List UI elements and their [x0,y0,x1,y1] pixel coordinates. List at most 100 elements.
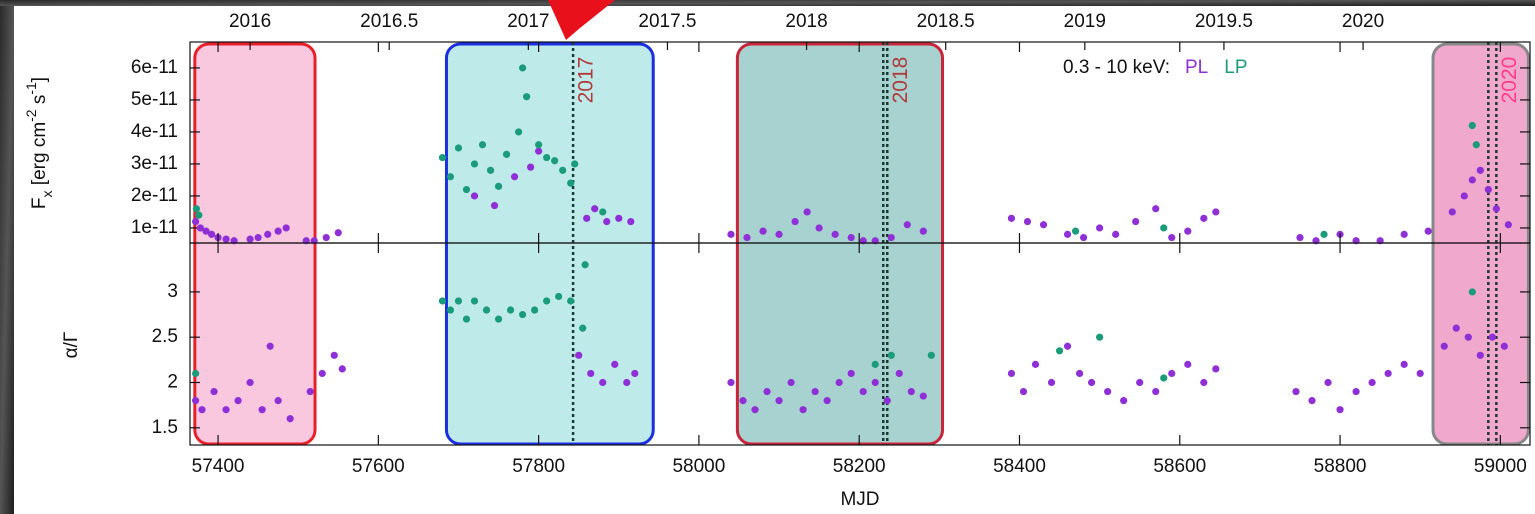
data-point [322,233,330,242]
data-point [334,229,342,237]
data-point [1440,342,1448,350]
data-point [514,128,523,136]
data-point [286,415,294,423]
background-edge [0,0,1535,6]
data-point [210,387,218,396]
x2-tick-label: 2016.5 [360,11,418,32]
data-point [1160,374,1168,382]
data-point [482,306,491,314]
data-point [518,310,527,319]
data-point [446,173,455,181]
data-point [234,397,242,405]
data-point [1460,192,1468,200]
data-point [1200,378,1208,387]
marker-label: 2020 [1498,57,1521,104]
highlight-region [193,42,317,446]
legend-title: 0.3 - 10 keV: [1063,57,1170,78]
data-point [1071,227,1080,235]
y-tick-label: 2.5 [152,326,178,347]
data-point [192,217,200,226]
data-point [1039,221,1048,229]
data-point [1368,378,1376,387]
data-point [470,297,479,305]
data-point [1488,333,1496,341]
data-point [1500,342,1508,350]
x-tick-label: 57400 [192,456,245,477]
data-point [462,315,471,323]
data-point [523,93,531,101]
data-point [494,182,503,190]
data-point [599,378,607,387]
data-point [1416,369,1424,378]
highlight-region [444,42,655,446]
data-point [551,157,559,165]
data-point [330,351,338,359]
data-point [1184,360,1192,368]
data-point [581,261,589,269]
data-point [254,233,262,242]
data-point [196,224,205,232]
data-point [1007,214,1016,222]
data-point [895,369,903,378]
data-point [454,297,463,305]
data-point [438,297,447,305]
data-point [208,230,216,238]
data-point [1464,333,1472,341]
data-point [1484,185,1492,194]
data-point [222,406,230,414]
data-point [583,214,591,222]
data-point [1047,378,1056,387]
data-point [470,192,479,200]
y-tick-label: 2e-11 [131,185,178,206]
data-point [559,166,567,174]
y-tick-label: 3 [167,281,178,302]
y-tick-label: 3e-11 [131,153,178,174]
data-point [1007,369,1016,378]
data-point [1400,230,1408,238]
y-axis-label: α/Γ [61,332,82,359]
data-point [535,141,543,149]
data-point [847,233,855,242]
data-point [1448,208,1456,216]
data-point [502,150,511,158]
x-axis-label: MJD [840,489,879,510]
data-point [1472,141,1480,149]
y-tick-label: 4e-11 [131,121,178,142]
data-point [567,179,575,187]
x-tick-label: 58400 [993,456,1046,477]
data-point [571,160,579,168]
data-point [887,351,895,359]
data-point [274,397,282,405]
y-axis-label-part: -1 [23,82,39,95]
data-point [306,387,314,396]
data-point [587,369,595,378]
data-point [615,214,623,222]
y-axis-label-part: [erg cm [29,122,50,191]
data-point [1400,360,1408,368]
data-point [1104,387,1112,396]
data-point [823,397,831,405]
data-point [195,211,203,219]
x2-tick-label: 2019.5 [1195,11,1253,32]
data-point [847,369,855,378]
data-point [799,406,807,414]
data-point [887,233,895,242]
legend-entry: LP [1224,57,1247,78]
data-point [1468,288,1476,296]
data-point [258,406,266,414]
data-point [1320,230,1328,238]
data-point [486,166,495,174]
data-point [803,208,811,216]
x2-tick-label: 2018.5 [917,11,975,32]
data-point [1055,347,1064,355]
data-point [907,387,915,396]
data-point [202,227,210,235]
legend-entry: PL [1185,57,1208,78]
data-point [1468,176,1476,184]
y-tick-label: 5e-11 [131,89,178,110]
data-point [543,297,551,305]
x-tick-label: 58000 [672,456,725,477]
data-point [1160,224,1168,232]
y-tick-label: 1.5 [152,417,178,438]
data-point [510,173,519,181]
